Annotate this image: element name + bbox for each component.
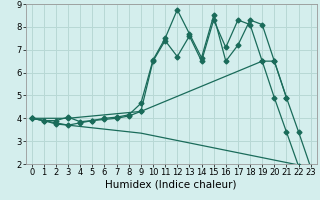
X-axis label: Humidex (Indice chaleur): Humidex (Indice chaleur) xyxy=(106,180,237,190)
